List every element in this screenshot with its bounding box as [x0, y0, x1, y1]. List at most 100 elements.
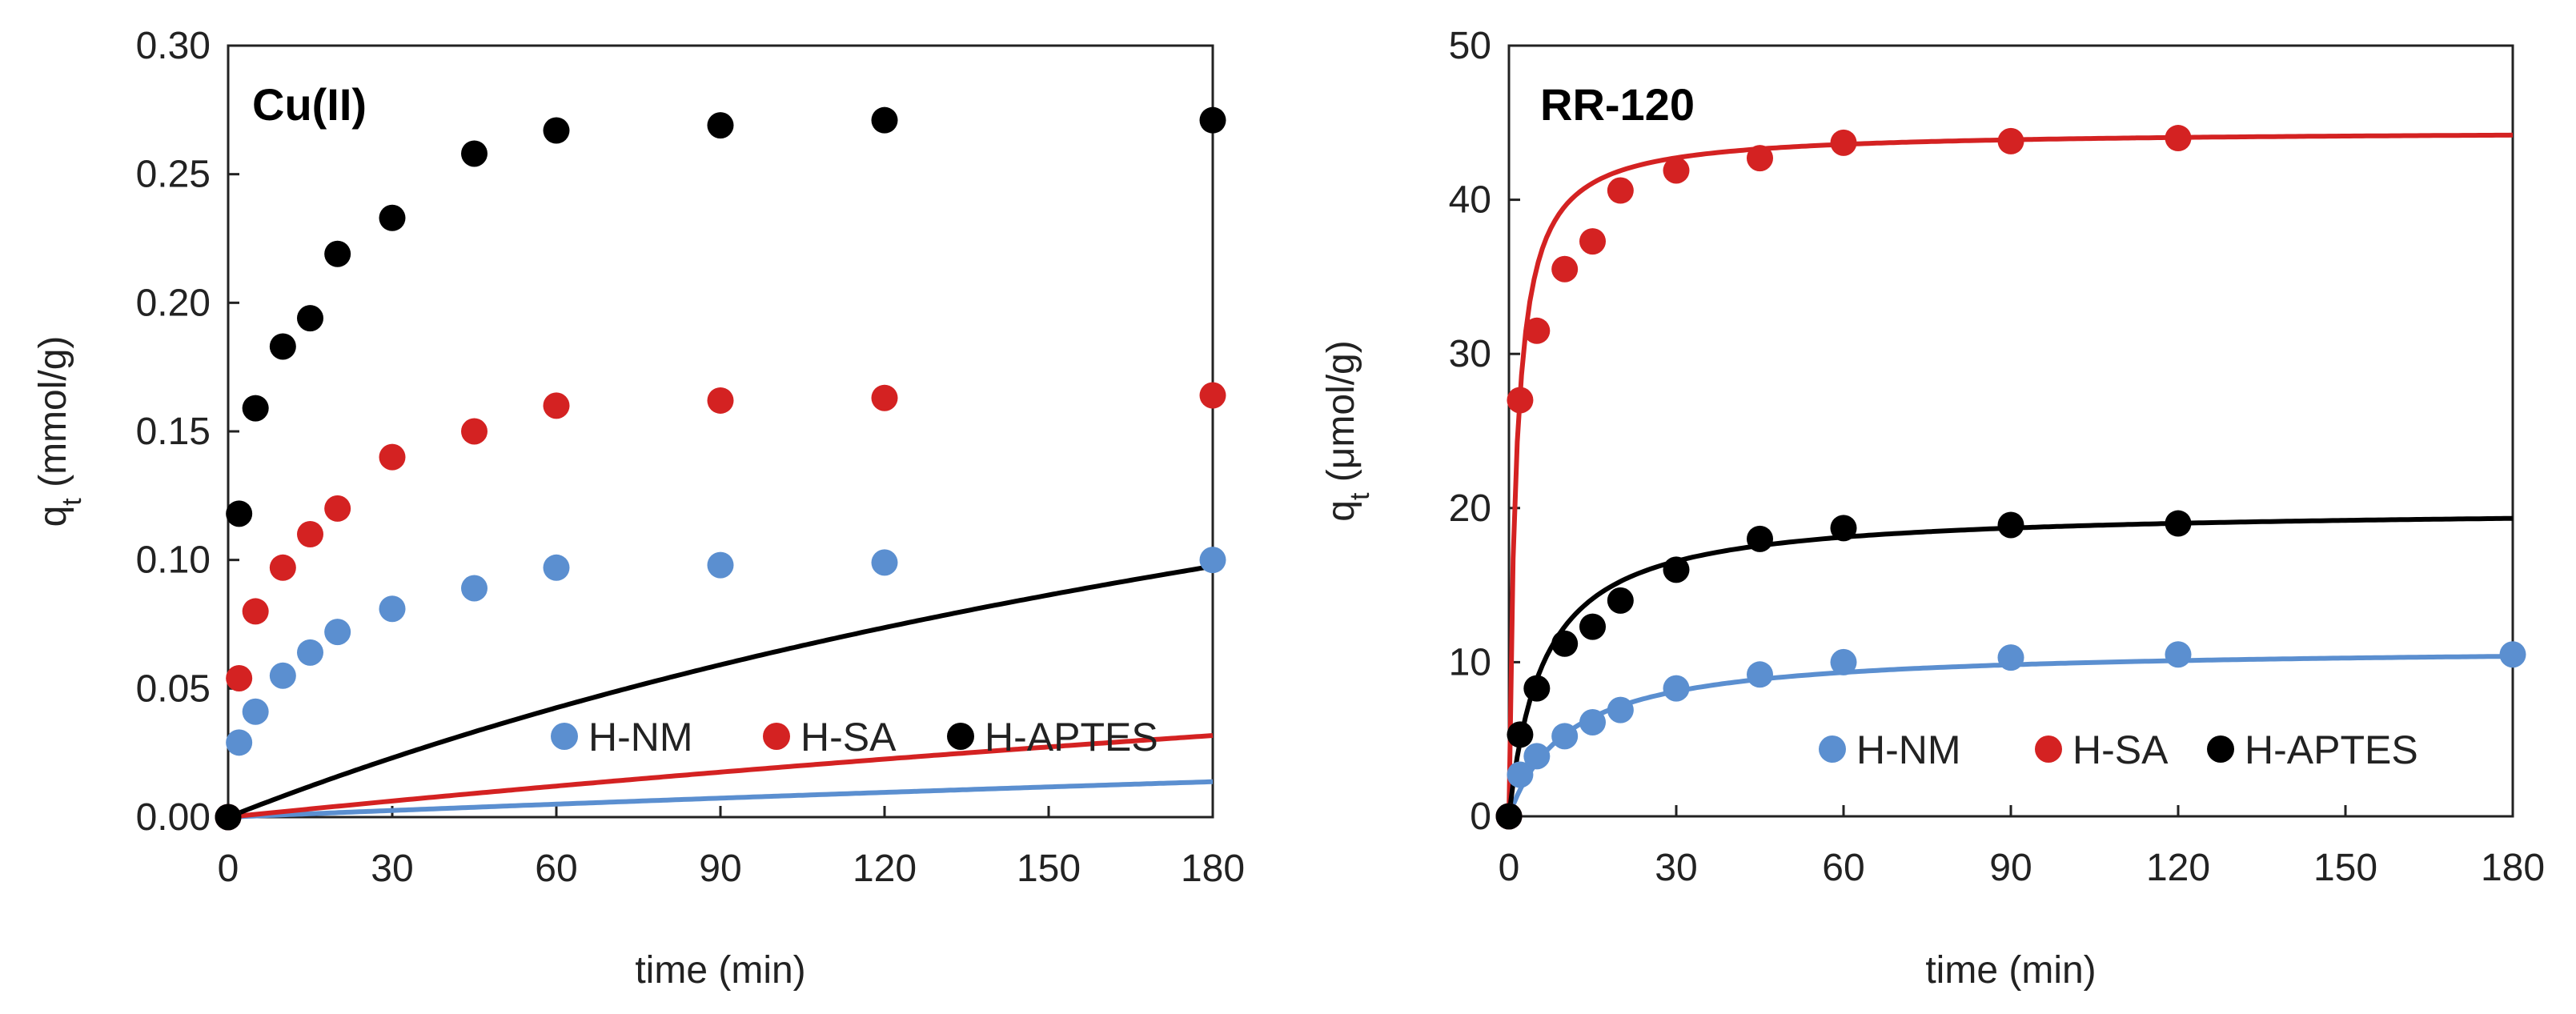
data-point-h-aptes	[1579, 613, 1606, 640]
data-point-h-aptes	[871, 106, 898, 134]
data-point-h-nm	[297, 639, 323, 666]
fit-curve-h-sa	[227, 733, 1214, 820]
y-tick-label: 40	[1449, 179, 1491, 222]
y-tick-label: 10	[1449, 641, 1491, 683]
legend-label-h-sa: H-SA	[800, 715, 897, 759]
data-point-h-aptes	[1507, 721, 1534, 748]
y-tick-label: 0	[1470, 796, 1491, 838]
data-point-h-nm	[1551, 723, 1579, 750]
data-point-h-nm	[379, 595, 406, 623]
chart-svg-rr120: 0 30 60 90 120 150 180 0 10 20 30 40 50 time (min) qt …	[1320, 25, 2545, 992]
y-axis-title-subscript: t	[1345, 492, 1375, 500]
x-tick-label: 0	[1499, 847, 1520, 889]
data-point-h-nm	[461, 575, 488, 602]
x-tick-label: 90	[699, 848, 741, 890]
y-tick-label: 0.00	[136, 796, 211, 839]
legend-marker-h-aptes	[947, 723, 974, 750]
y-axis-title-q: q	[32, 506, 74, 527]
x-tick-label: 90	[1989, 847, 2032, 889]
legend-marker-h-nm	[551, 723, 578, 750]
data-point-h-sa	[871, 384, 898, 411]
data-point-h-aptes	[324, 240, 351, 267]
data-point-h-aptes	[2165, 510, 2192, 537]
legend-label-h-aptes: H-APTES	[985, 715, 1158, 759]
x-tick-label: 180	[1181, 848, 1245, 890]
fit-curve-h-aptes	[227, 563, 1214, 820]
chart-panel-cu: 0 30 60 90 120 150 180 0.00 0.05 0.10 0.15 0.20 0.25…	[32, 25, 1245, 992]
x-tick-label: 120	[2146, 847, 2210, 889]
data-point-h-sa	[297, 521, 323, 548]
data-point-h-sa	[379, 443, 406, 471]
y-tick-label: 20	[1449, 487, 1491, 530]
data-point-h-aptes	[543, 117, 570, 144]
data-point-h-sa	[1507, 387, 1534, 414]
y-tick-label: 0.25	[136, 154, 211, 196]
data-point-h-sa	[1523, 317, 1551, 344]
data-point-h-aptes	[461, 140, 488, 167]
x-tick-label: 150	[2313, 847, 2377, 889]
data-point-h-nm	[2165, 641, 2192, 668]
data-point-h-nm	[242, 698, 269, 725]
legend-marker-h-aptes	[2207, 735, 2234, 763]
data-point-h-nm	[2499, 641, 2526, 668]
data-point-h-sa	[1579, 228, 1606, 255]
y-tick-label: 30	[1449, 333, 1491, 375]
data-point-h-aptes	[242, 395, 269, 422]
data-point-h-nm	[1199, 547, 1226, 574]
x-tick-label: 60	[535, 848, 577, 890]
data-point-h-aptes	[297, 305, 323, 332]
y-tick-label: 0.30	[136, 25, 211, 67]
data-point-h-nm	[1997, 644, 2024, 671]
chart-svg-cu: 0 30 60 90 120 150 180 0.00 0.05 0.10 0.15 0.20 0.25…	[32, 25, 1245, 992]
data-point-h-nm	[871, 549, 898, 576]
data-point-h-sa	[1551, 255, 1579, 283]
x-tick-label: 120	[853, 848, 917, 890]
data-point-h-nm	[324, 619, 351, 646]
x-tick-label: 60	[1822, 847, 1864, 889]
legend-marker-h-sa	[763, 723, 790, 750]
x-axis-title: time (min)	[1925, 949, 2096, 992]
data-point-h-nm	[1523, 743, 1551, 770]
data-point-h-nm	[1507, 761, 1534, 788]
x-tick-label: 30	[1655, 847, 1697, 889]
data-point-h-sa	[461, 418, 488, 445]
y-axis-title-q: q	[1320, 500, 1362, 522]
fit-curve-h-sa	[1507, 132, 2514, 817]
data-point-h-aptes	[379, 204, 406, 231]
legend-label-h-sa: H-SA	[2072, 727, 2169, 772]
data-point-h-nm	[226, 729, 253, 756]
y-axis-title-unit: (μmol/g)	[1320, 340, 1362, 492]
y-axis-title: qt (μmol/g)	[1320, 340, 1375, 522]
y-tick-label: 0.20	[136, 282, 211, 324]
y-axis-title-subscript: t	[57, 498, 87, 506]
data-point-h-sa	[269, 554, 296, 581]
chart-panel-rr120: 0 30 60 90 120 150 180 0 10 20 30 40 50 time (min) qt …	[1288, 0, 2576, 1014]
y-tick-label: 0.05	[136, 667, 211, 710]
data-point-h-aptes	[707, 112, 734, 139]
data-point-h-aptes	[226, 500, 253, 527]
data-point-h-nm	[707, 551, 734, 579]
data-point-h-sa	[1607, 177, 1634, 204]
legend-marker-h-sa	[2035, 735, 2062, 763]
fit-curve-h-nm	[227, 779, 1214, 820]
data-point-h-aptes	[215, 804, 242, 831]
data-point-h-sa	[707, 387, 734, 414]
data-point-h-aptes	[1551, 630, 1579, 657]
data-point-h-sa	[2165, 125, 2192, 152]
legend-label-h-nm: H-NM	[1856, 727, 1961, 772]
data-point-h-aptes	[1747, 525, 1773, 552]
data-point-h-sa	[242, 598, 269, 625]
panel-label: RR-120	[1540, 79, 1695, 130]
data-point-h-aptes	[1495, 803, 1523, 830]
data-point-h-nm	[1579, 709, 1606, 736]
data-point-h-aptes	[1830, 515, 1857, 542]
data-point-h-sa	[324, 495, 351, 522]
y-axis-title-unit: (mmol/g)	[32, 336, 74, 499]
data-point-h-aptes	[269, 333, 296, 360]
data-point-h-nm	[1830, 648, 1857, 675]
data-point-h-sa	[1747, 145, 1773, 172]
data-point-h-sa	[1199, 382, 1226, 409]
data-point-h-nm	[1607, 696, 1634, 723]
data-point-h-nm	[1747, 661, 1773, 688]
